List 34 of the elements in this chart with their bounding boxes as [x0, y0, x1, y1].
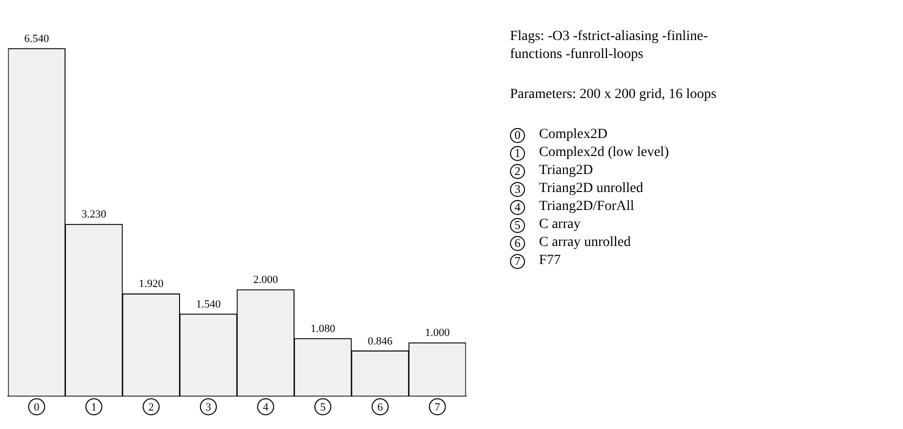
data-label: 1.080	[310, 322, 336, 335]
x-tick-label: 3	[206, 401, 212, 414]
text: Triang2D unrolled	[539, 181, 644, 197]
x-tick-label: 1	[91, 401, 97, 414]
data-label: 2.000	[253, 274, 278, 286]
data-label: 1.540	[196, 298, 222, 310]
data-label: 1.920	[138, 278, 164, 290]
category-label: 3	[514, 182, 520, 196]
x-tick-label: 0	[34, 401, 40, 414]
text: Flags: -O3 -fstrict-aliasing -finline-functions -funroll-loops	[510, 28, 709, 64]
x-tick-label: 6	[377, 401, 384, 414]
category-label: 2	[514, 164, 520, 178]
category-label: 7	[514, 254, 520, 268]
x-tick-label: 4	[262, 401, 269, 414]
category-label: 0	[514, 128, 520, 142]
text: C array unrolled	[539, 235, 631, 251]
x-tick-label: 2	[148, 401, 154, 414]
text: Triang2D/ForAll	[539, 199, 634, 215]
x-tick-label: 7	[434, 401, 441, 414]
category-label: 6	[514, 236, 520, 250]
category-label: 1	[514, 146, 520, 160]
category-label: 4	[514, 200, 520, 214]
data-label: 0.846	[368, 335, 393, 348]
text: Complex2D	[539, 127, 608, 143]
data-label: 6.540	[24, 32, 50, 45]
category-label: 5	[514, 218, 520, 232]
text: C array	[539, 217, 581, 233]
x-tick-label: 5	[320, 401, 326, 414]
data-label: 1.000	[425, 327, 450, 340]
text: Parameters: 200 x 200 grid, 16 loops	[510, 86, 718, 104]
text: Triang2D	[539, 163, 593, 179]
text: F77	[539, 253, 561, 269]
text: Complex2d (low level)	[539, 145, 669, 161]
data-label: 3.230	[82, 208, 107, 221]
